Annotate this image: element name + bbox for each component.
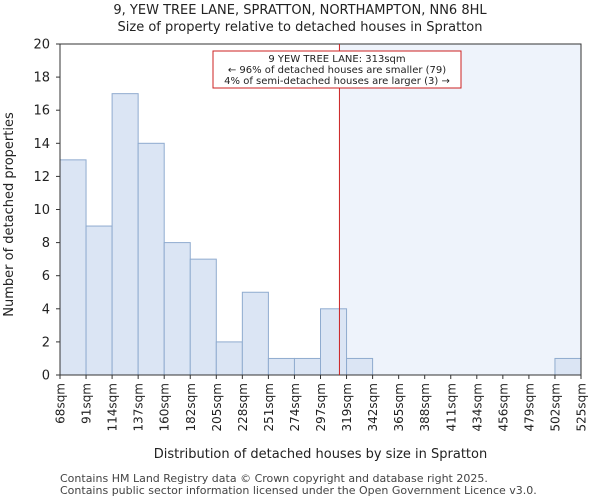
x-tick-label: 274sqm — [288, 383, 302, 431]
histogram-bar — [111, 93, 139, 376]
annotation-box — [212, 50, 462, 89]
footer-copyright: Contains HM Land Registry data © Crown c… — [60, 472, 488, 485]
histogram-bar — [293, 357, 322, 376]
y-tick-label: 10 — [33, 203, 50, 218]
histogram-bar — [85, 225, 113, 376]
y-tick-label: 20 — [33, 38, 50, 53]
x-tick-label: 456sqm — [496, 383, 510, 431]
histogram-bar — [163, 242, 191, 376]
chart-title: 9, YEW TREE LANE, SPRATTON, NORTHAMPTON,… — [113, 3, 487, 18]
histogram-bar — [189, 258, 217, 376]
y-tick-label: 12 — [33, 170, 50, 185]
highlight-region — [339, 44, 581, 375]
x-tick-label: 319sqm — [340, 383, 354, 431]
y-tick-label: 8 — [42, 236, 50, 251]
x-tick-label: 525sqm — [575, 383, 589, 431]
x-axis-label: Distribution of detached houses by size … — [154, 447, 487, 462]
x-tick-label: 228sqm — [236, 383, 250, 431]
x-tick-label: 411sqm — [444, 383, 458, 431]
y-tick-label: 16 — [33, 104, 50, 119]
histogram-bar — [554, 357, 582, 376]
histogram-bar — [241, 291, 269, 376]
y-axis-label: Number of detached properties — [2, 112, 17, 317]
x-tick-label: 91sqm — [80, 383, 94, 424]
x-tick-label: 114sqm — [106, 383, 120, 431]
x-tick-label: 68sqm — [54, 383, 68, 424]
x-tick-label: 342sqm — [366, 383, 380, 431]
x-tick-label: 182sqm — [184, 383, 198, 431]
histogram-bar — [59, 159, 87, 376]
annotation-line: ← 96% of detached houses are smaller (79… — [228, 65, 446, 76]
annotation-line: 4% of semi-detached houses are larger (3… — [224, 76, 450, 87]
footer-licence: Contains public sector information licen… — [60, 484, 537, 497]
annotation-line: 9 YEW TREE LANE: 313sqm — [268, 54, 405, 65]
histogram-bar — [137, 142, 165, 376]
x-tick-label: 160sqm — [158, 383, 172, 431]
y-tick-label: 14 — [33, 137, 50, 152]
y-tick-label: 4 — [42, 302, 50, 317]
y-tick-label: 2 — [42, 335, 50, 350]
chart-subtitle: Size of property relative to detached ho… — [117, 20, 483, 35]
x-tick-label: 137sqm — [132, 383, 146, 431]
histogram-bar — [267, 357, 295, 376]
y-tick-label: 6 — [42, 269, 50, 284]
histogram-bar — [215, 341, 243, 376]
x-tick-label: 297sqm — [314, 383, 328, 431]
y-tick-label: 0 — [42, 369, 50, 384]
x-tick-label: 205sqm — [210, 383, 224, 431]
x-tick-label: 365sqm — [392, 383, 406, 431]
histogram-bar — [320, 308, 348, 376]
histogram-bar — [346, 357, 374, 376]
x-tick-label: 388sqm — [418, 383, 432, 431]
y-tick-label: 18 — [33, 71, 50, 86]
x-tick-label: 479sqm — [522, 383, 536, 431]
x-tick-label: 502sqm — [548, 383, 562, 431]
x-tick-label: 251sqm — [262, 383, 276, 431]
x-tick-label: 434sqm — [470, 383, 484, 431]
